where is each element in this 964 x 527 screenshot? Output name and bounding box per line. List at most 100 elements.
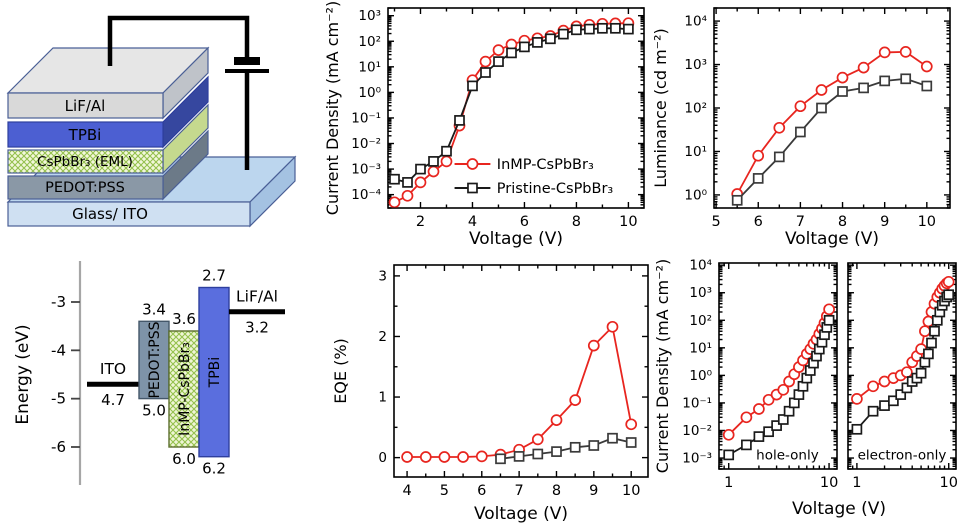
energy-bar-label: PEDOT:PSS [147, 321, 163, 398]
hole-plot: 1 10 10⁻³ 10⁻² 10⁻¹ 10⁰ 10¹ 10² 10³ 10⁴ Current De… [653, 258, 838, 491]
device-layer-tpbi [7, 75, 209, 149]
y-tick-labels: 10⁻⁴ 10⁻³ 10⁻² 10⁻¹ 10⁰ 10¹ 10² 10³ [351, 8, 381, 203]
x-tick-labels: 1 10 [724, 475, 838, 491]
svg-text:10⁻⁴: 10⁻⁴ [351, 187, 381, 203]
series-markers [495, 432, 637, 465]
device-layer-eml [7, 103, 209, 175]
hole-only-chart: 1 10 10⁻³ 10⁻² 10⁻¹ 10⁰ 10¹ 10² 10³ 10⁴ Current De… [653, 255, 841, 501]
svg-text:10³: 10³ [689, 285, 712, 301]
svg-text:10: 10 [619, 214, 637, 230]
panel-annotation: electron-only [858, 448, 947, 464]
svg-text:9: 9 [880, 214, 889, 230]
svg-text:6: 6 [477, 483, 486, 499]
svg-text:10¹: 10¹ [684, 144, 707, 160]
svg-text:10²: 10² [689, 313, 712, 329]
series-markers [723, 314, 835, 461]
luminance-chart: 5 6 7 8 9 10 10⁰ 10¹ 10² 10³ 10⁴ Voltage (V) Luminan… [651, 0, 964, 252]
svg-text:7: 7 [514, 483, 523, 499]
energy-bar-TPBi [198, 286, 230, 458]
x-tick-labels: 5 6 7 8 9 10 [711, 214, 936, 230]
y-tick-labels: 10⁻³ 10⁻² 10⁻¹ 10⁰ 10¹ 10² 10³ 10⁴ [682, 258, 712, 467]
y-axis-label: Current Density (mA cm⁻²) [323, 1, 342, 215]
svg-text:10⁰: 10⁰ [358, 85, 381, 101]
svg-text:10: 10 [820, 475, 838, 491]
svg-text:6: 6 [754, 214, 763, 230]
svg-text:10²: 10² [358, 34, 381, 50]
y-axis-label: Current Density (mA cm⁻²) [655, 259, 672, 473]
device-layer-pedot [7, 129, 209, 201]
layer-label-pedot: PEDOT:PSS [45, 180, 125, 196]
energy-tick-labels: -3 -4 -5 -6 [51, 293, 66, 456]
svg-text:10⁴: 10⁴ [689, 258, 712, 274]
svg-text:10: 10 [918, 214, 936, 230]
svg-text:10¹: 10¹ [689, 340, 712, 356]
svg-text:10⁻³: 10⁻³ [351, 162, 381, 178]
eqe-plot: 4 5 6 7 8 9 10 0 1 2 3 Voltage (V) EQE (%) [331, 264, 649, 524]
energy-level-value: 3.2 [245, 319, 269, 337]
svg-text:9: 9 [589, 483, 598, 499]
svg-text:10⁰: 10⁰ [689, 368, 712, 384]
svg-text:10⁻²: 10⁻² [682, 423, 712, 439]
energy-axis-label: Energy (eV) [13, 324, 33, 424]
layer-label-eml: CsPbBr₃ (EML) [37, 154, 133, 170]
energy-level-label: LiF/Al [236, 288, 278, 306]
svg-text:-4: -4 [51, 341, 66, 359]
x-tick-labels: 1 10 [852, 475, 958, 491]
voltage-axis-label-shared: Voltage (V) [791, 499, 887, 519]
y-tick-labels: 10⁰ 10¹ 10² 10³ 10⁴ [684, 14, 707, 204]
svg-text:10⁰: 10⁰ [684, 187, 707, 203]
energy-bar-top-value: 3.4 [142, 300, 166, 318]
single-carrier-charts: 1 10 10⁻³ 10⁻² 10⁻¹ 10⁰ 10¹ 10² 10³ 10⁴ Current De… [653, 255, 964, 527]
series-line [736, 77, 928, 201]
electron-only-chart: 1 10 electron-only [843, 255, 964, 501]
energy-bar-label: TPBi [207, 357, 223, 389]
svg-text:Pristine-CsPbBr₃: Pristine-CsPbBr₃ [497, 181, 614, 197]
axis-ticks [388, 7, 644, 209]
svg-text:10³: 10³ [684, 57, 707, 73]
svg-text:10⁻¹: 10⁻¹ [682, 395, 712, 411]
x-axis-label: Voltage (V) [469, 229, 563, 249]
svg-text:4: 4 [402, 483, 411, 499]
svg-text:7: 7 [796, 214, 805, 230]
legend-entry: Pristine-CsPbBr₃ [454, 181, 614, 197]
energy-bar-bottom-value: 6.2 [202, 460, 226, 478]
energy-bar-bottom-value: 6.0 [172, 450, 196, 468]
x-axis-label: Voltage (V) [785, 229, 879, 249]
layer-label-glass-ito: Glass/ ITO [72, 205, 148, 223]
plot-frame [847, 262, 957, 470]
svg-text:InMP-CsPbBr₃: InMP-CsPbBr₃ [497, 157, 594, 173]
y-tick-labels: 0 1 2 3 [378, 268, 387, 466]
svg-text:8: 8 [572, 214, 581, 230]
layer-label-lifal: LiF/Al [65, 97, 106, 115]
svg-text:10⁻¹: 10⁻¹ [351, 110, 381, 126]
battery-icon [225, 57, 269, 73]
series-markers [731, 73, 933, 206]
svg-text:8: 8 [552, 483, 561, 499]
axis-ticks [714, 7, 950, 209]
y-axis-label: Luminance (cd m⁻²) [652, 28, 670, 188]
series-markers [389, 22, 634, 188]
svg-text:3: 3 [378, 268, 387, 284]
svg-text:10³: 10³ [358, 8, 381, 24]
series-markers [388, 17, 635, 208]
svg-text:4: 4 [468, 214, 477, 230]
svg-text:10⁻²: 10⁻² [351, 136, 381, 152]
lum-plot: 5 6 7 8 9 10 10⁰ 10¹ 10² 10³ 10⁴ Voltage (V) Luminan… [651, 7, 951, 249]
svg-text:10²: 10² [684, 101, 707, 117]
energy-bar-InMP-CsPbBr3 [168, 330, 200, 448]
svg-text:10: 10 [622, 483, 640, 499]
plot-frame [718, 262, 838, 470]
plot-frame [387, 7, 645, 209]
jv-plot: 2 4 6 8 10 10⁻⁴ 10⁻³ 10⁻² 10⁻¹ 10⁰ 10¹ 10² 10³ Voltag… [323, 1, 645, 249]
legend-entry: InMP-CsPbBr₃ [454, 157, 594, 173]
svg-text:10⁴: 10⁴ [684, 14, 707, 30]
svg-text:-5: -5 [51, 390, 66, 408]
energy-bar-top-value: 3.6 [172, 310, 196, 328]
energy-level-value: 4.7 [101, 391, 125, 409]
axis-ticks [847, 263, 956, 470]
device-layer-lifal [6, 46, 210, 120]
jv-chart: 2 4 6 8 10 10⁻⁴ 10⁻³ 10⁻² 10⁻¹ 10⁰ 10¹ 10² 10³ Voltag… [322, 0, 654, 252]
svg-text:-6: -6 [51, 438, 66, 456]
panel-annotation: hole-only [756, 448, 819, 464]
svg-text:6: 6 [520, 214, 529, 230]
